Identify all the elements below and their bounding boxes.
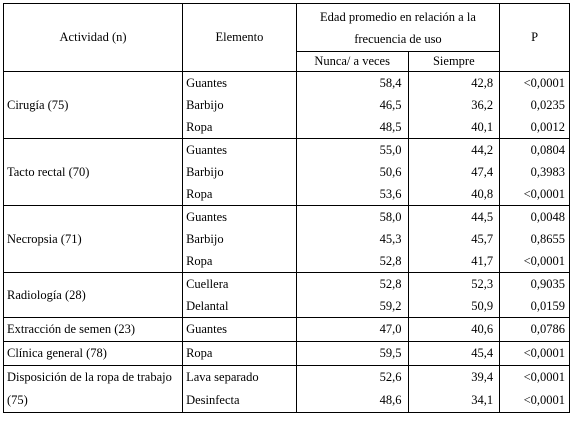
cell-siempre: 40,1 [407,116,501,139]
cell-nunca: 50,6 [295,161,409,183]
cell-p: <0,0001 [499,71,570,94]
cell-elemento: Guantes [182,317,297,342]
cell-elemento: Guantes [182,205,297,228]
table-row: Disposición de la ropa de trabajo (75) La… [2,365,570,413]
cell-elemento: Guantes [182,71,297,94]
cell-nunca: 58,4 [295,71,409,94]
table-row: Barbijo 50,6 47,4 0,3983 [4,161,570,183]
cell-nunca: 58,0 [295,205,409,228]
header-actividad: Actividad (n) [2,3,184,72]
header-p: P [499,3,570,72]
cell-siempre: 41,7 [407,250,501,273]
cell-siempre: 50,9 [407,295,501,318]
cell-nunca: 52,6 [295,365,409,389]
cell-siempre: 36,2 [407,94,501,116]
cell-p: <0,0001 [499,389,570,413]
cell-nunca: 52,8 [295,250,409,273]
table-row: Barbijo 45,3 45,7 0,8655 [4,228,570,250]
cell-actividad: Cirugía (75) [2,71,184,139]
cell-nunca: 59,5 [295,341,409,366]
cell-p: <0,0001 [499,365,570,389]
cell-actividad: Tacto rectal (70) [2,138,184,206]
cell-p: 0,0786 [499,317,570,342]
cell-siempre: 47,4 [407,161,501,183]
cell-elemento: Ropa [182,341,297,366]
cell-siempre: 44,2 [407,138,501,161]
cell-p: 0,9035 [499,272,570,295]
cell-elemento: Ropa [182,116,297,139]
cell-p: 0,0159 [499,295,570,318]
cell-nunca: 59,2 [295,295,409,318]
cell-elemento: Ropa [182,250,297,273]
cell-p: 0,0048 [499,205,570,228]
table-row: Clínica general (78) Ropa 59,5 45,4 <0,0001 [2,341,570,366]
cell-siempre: 42,8 [407,71,501,94]
cell-p: <0,0001 [499,341,570,366]
data-table-container: Actividad (n) Elemento Edad promedio en … [2,3,570,413]
table-row: Extracción de semen (23) Guantes 47,0 40,6 0… [2,317,570,342]
cell-siempre: 40,6 [407,317,501,342]
cell-p: 0,3983 [499,161,570,183]
cell-p: <0,0001 [499,250,570,273]
table-row: Barbijo 46,5 36,2 0,0235 [4,94,570,116]
cell-elemento: Desinfecta [182,389,297,413]
cell-siempre: 45,4 [407,341,501,366]
cell-p: <0,0001 [499,183,570,206]
cell-nunca: 47,0 [295,317,409,342]
cell-elemento: Lava separado [182,365,297,389]
table-row: Desinfecta 48,6 34,1 <0,0001 [4,389,570,413]
cell-elemento: Cuellera [182,272,297,295]
cell-elemento: Guantes [182,138,297,161]
cell-siempre: 34,1 [407,389,501,413]
table-row: Cirugía (75) Guantes 58,4 42,8 <0,0001 [2,71,570,139]
cell-elemento: Barbijo [182,228,297,250]
cell-siempre: 39,4 [407,365,501,389]
cell-elemento: Barbijo [182,161,297,183]
cell-nunca: 45,3 [295,228,409,250]
cell-siempre: 44,5 [407,205,501,228]
cell-nunca: 52,8 [295,272,409,295]
cell-nunca: 48,6 [295,389,409,413]
cell-siempre: 52,3 [407,272,501,295]
cell-actividad: Necropsia (71) [2,205,184,273]
cell-nunca: 48,5 [295,116,409,139]
table-row: Ropa 53,6 40,8 <0,0001 [4,183,570,206]
cell-nunca: 46,5 [295,94,409,116]
table-row: Radiología (28) Cuellera 52,8 52,3 0,9035 [2,272,570,318]
data-table: Actividad (n) Elemento Edad promedio en … [2,3,570,413]
cell-p: 0,0804 [499,138,570,161]
cell-p: 0,0235 [499,94,570,116]
cell-siempre: 40,8 [407,183,501,206]
table-row: Necropsia (71) Guantes 58,0 44,5 0,0048 [2,205,570,273]
cell-nunca: 55,0 [295,138,409,161]
cell-p: 0,0012 [499,116,570,139]
cell-nunca: 53,6 [295,183,409,206]
header-siempre: Siempre [407,51,501,72]
cell-actividad: Clínica general (78) [2,341,184,366]
header-elemento: Elemento [182,3,297,72]
header-nunca: Nunca/ a veces [295,51,409,72]
cell-siempre: 45,7 [407,228,501,250]
table-row: Ropa 48,5 40,1 0,0012 [4,116,570,139]
cell-elemento: Delantal [182,295,297,318]
header-edad: Edad promedio en relación a la frecuenci… [295,3,501,52]
table-body: Cirugía (75) Guantes 58,4 42,8 <0,0001 Barbij… [2,71,570,413]
cell-elemento: Ropa [182,183,297,206]
cell-actividad: Disposición de la ropa de trabajo (75) [2,365,184,413]
cell-elemento: Barbijo [182,94,297,116]
table-header: Actividad (n) Elemento Edad promedio en … [2,3,570,72]
cell-actividad: Extracción de semen (23) [2,317,184,342]
table-row: Tacto rectal (70) Guantes 55,0 44,2 0,0804 [2,138,570,206]
cell-p: 0,8655 [499,228,570,250]
cell-actividad: Radiología (28) [2,272,184,318]
